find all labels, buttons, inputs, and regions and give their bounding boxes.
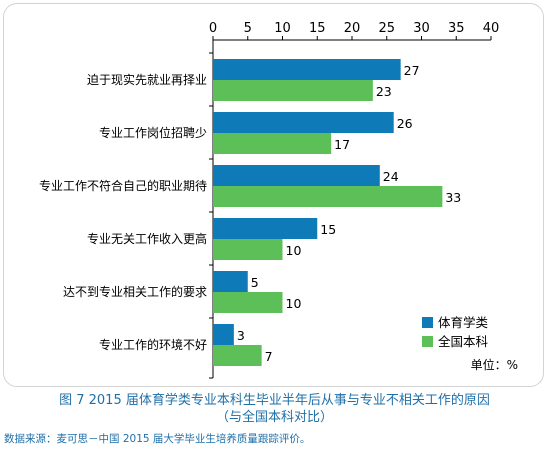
figure-caption-line2: （与全国本科对比） xyxy=(215,410,333,425)
x-tick-label: 40 xyxy=(483,21,500,36)
legend-label: 全国本科 xyxy=(438,334,489,349)
category-label: 专业工作岗位招聘少 xyxy=(99,125,207,140)
x-tick-label: 20 xyxy=(344,21,361,36)
legend-swatch xyxy=(422,317,433,328)
bar-value-label: 5 xyxy=(251,275,259,290)
bar-series1 xyxy=(213,271,248,292)
bar-value-label: 17 xyxy=(334,137,350,152)
bar-value-label: 24 xyxy=(383,169,399,184)
bar-series2 xyxy=(213,345,262,366)
x-tick-label: 0 xyxy=(209,21,217,36)
category-label: 专业无关工作收入更高 xyxy=(87,231,207,246)
x-tick-label: 15 xyxy=(309,21,326,36)
bar-value-label: 3 xyxy=(237,328,245,343)
figure-caption-line1: 图 7 2015 届体育学类专业本科生毕业半年后从事与专业不相关工作的原因 xyxy=(59,393,490,408)
legend-label: 体育学类 xyxy=(438,315,489,330)
bar-value-label: 10 xyxy=(286,296,302,311)
category-label: 专业工作的环境不好 xyxy=(99,337,207,352)
bar-series2 xyxy=(213,186,443,207)
category-label: 迫于现实先就业再择业 xyxy=(87,72,207,87)
bar-series1 xyxy=(213,218,318,239)
bar-value-label: 33 xyxy=(445,190,461,205)
category-label: 达不到专业相关工作的要求 xyxy=(63,284,207,299)
x-tick-label: 25 xyxy=(378,21,395,36)
bar-value-label: 15 xyxy=(320,222,336,237)
bar-series1 xyxy=(213,112,394,133)
bar-series2 xyxy=(213,80,373,101)
bar-value-label: 10 xyxy=(286,243,302,258)
bar-series1 xyxy=(213,324,234,345)
bar-value-label: 7 xyxy=(265,349,273,364)
x-tick-label: 30 xyxy=(413,21,430,36)
bar-value-label: 27 xyxy=(404,63,420,78)
x-tick-label: 10 xyxy=(274,21,291,36)
legend-swatch xyxy=(422,336,433,347)
bar-series2 xyxy=(213,239,283,260)
bar-value-label: 23 xyxy=(376,84,392,99)
bar-series1 xyxy=(213,165,380,186)
x-tick-label: 5 xyxy=(244,21,252,36)
bar-series2 xyxy=(213,292,283,313)
x-tick-label: 35 xyxy=(448,21,465,36)
source-note: 数据来源：麦可思－中国 2015 届大学毕业生培养质量跟踪评价。 xyxy=(4,433,311,445)
unit-label: 单位：% xyxy=(471,357,518,372)
category-label: 专业工作不符合自己的职业期待 xyxy=(39,178,207,193)
bar-value-label: 26 xyxy=(397,116,413,131)
bar-series2 xyxy=(213,133,332,154)
bar-series1 xyxy=(213,59,401,80)
